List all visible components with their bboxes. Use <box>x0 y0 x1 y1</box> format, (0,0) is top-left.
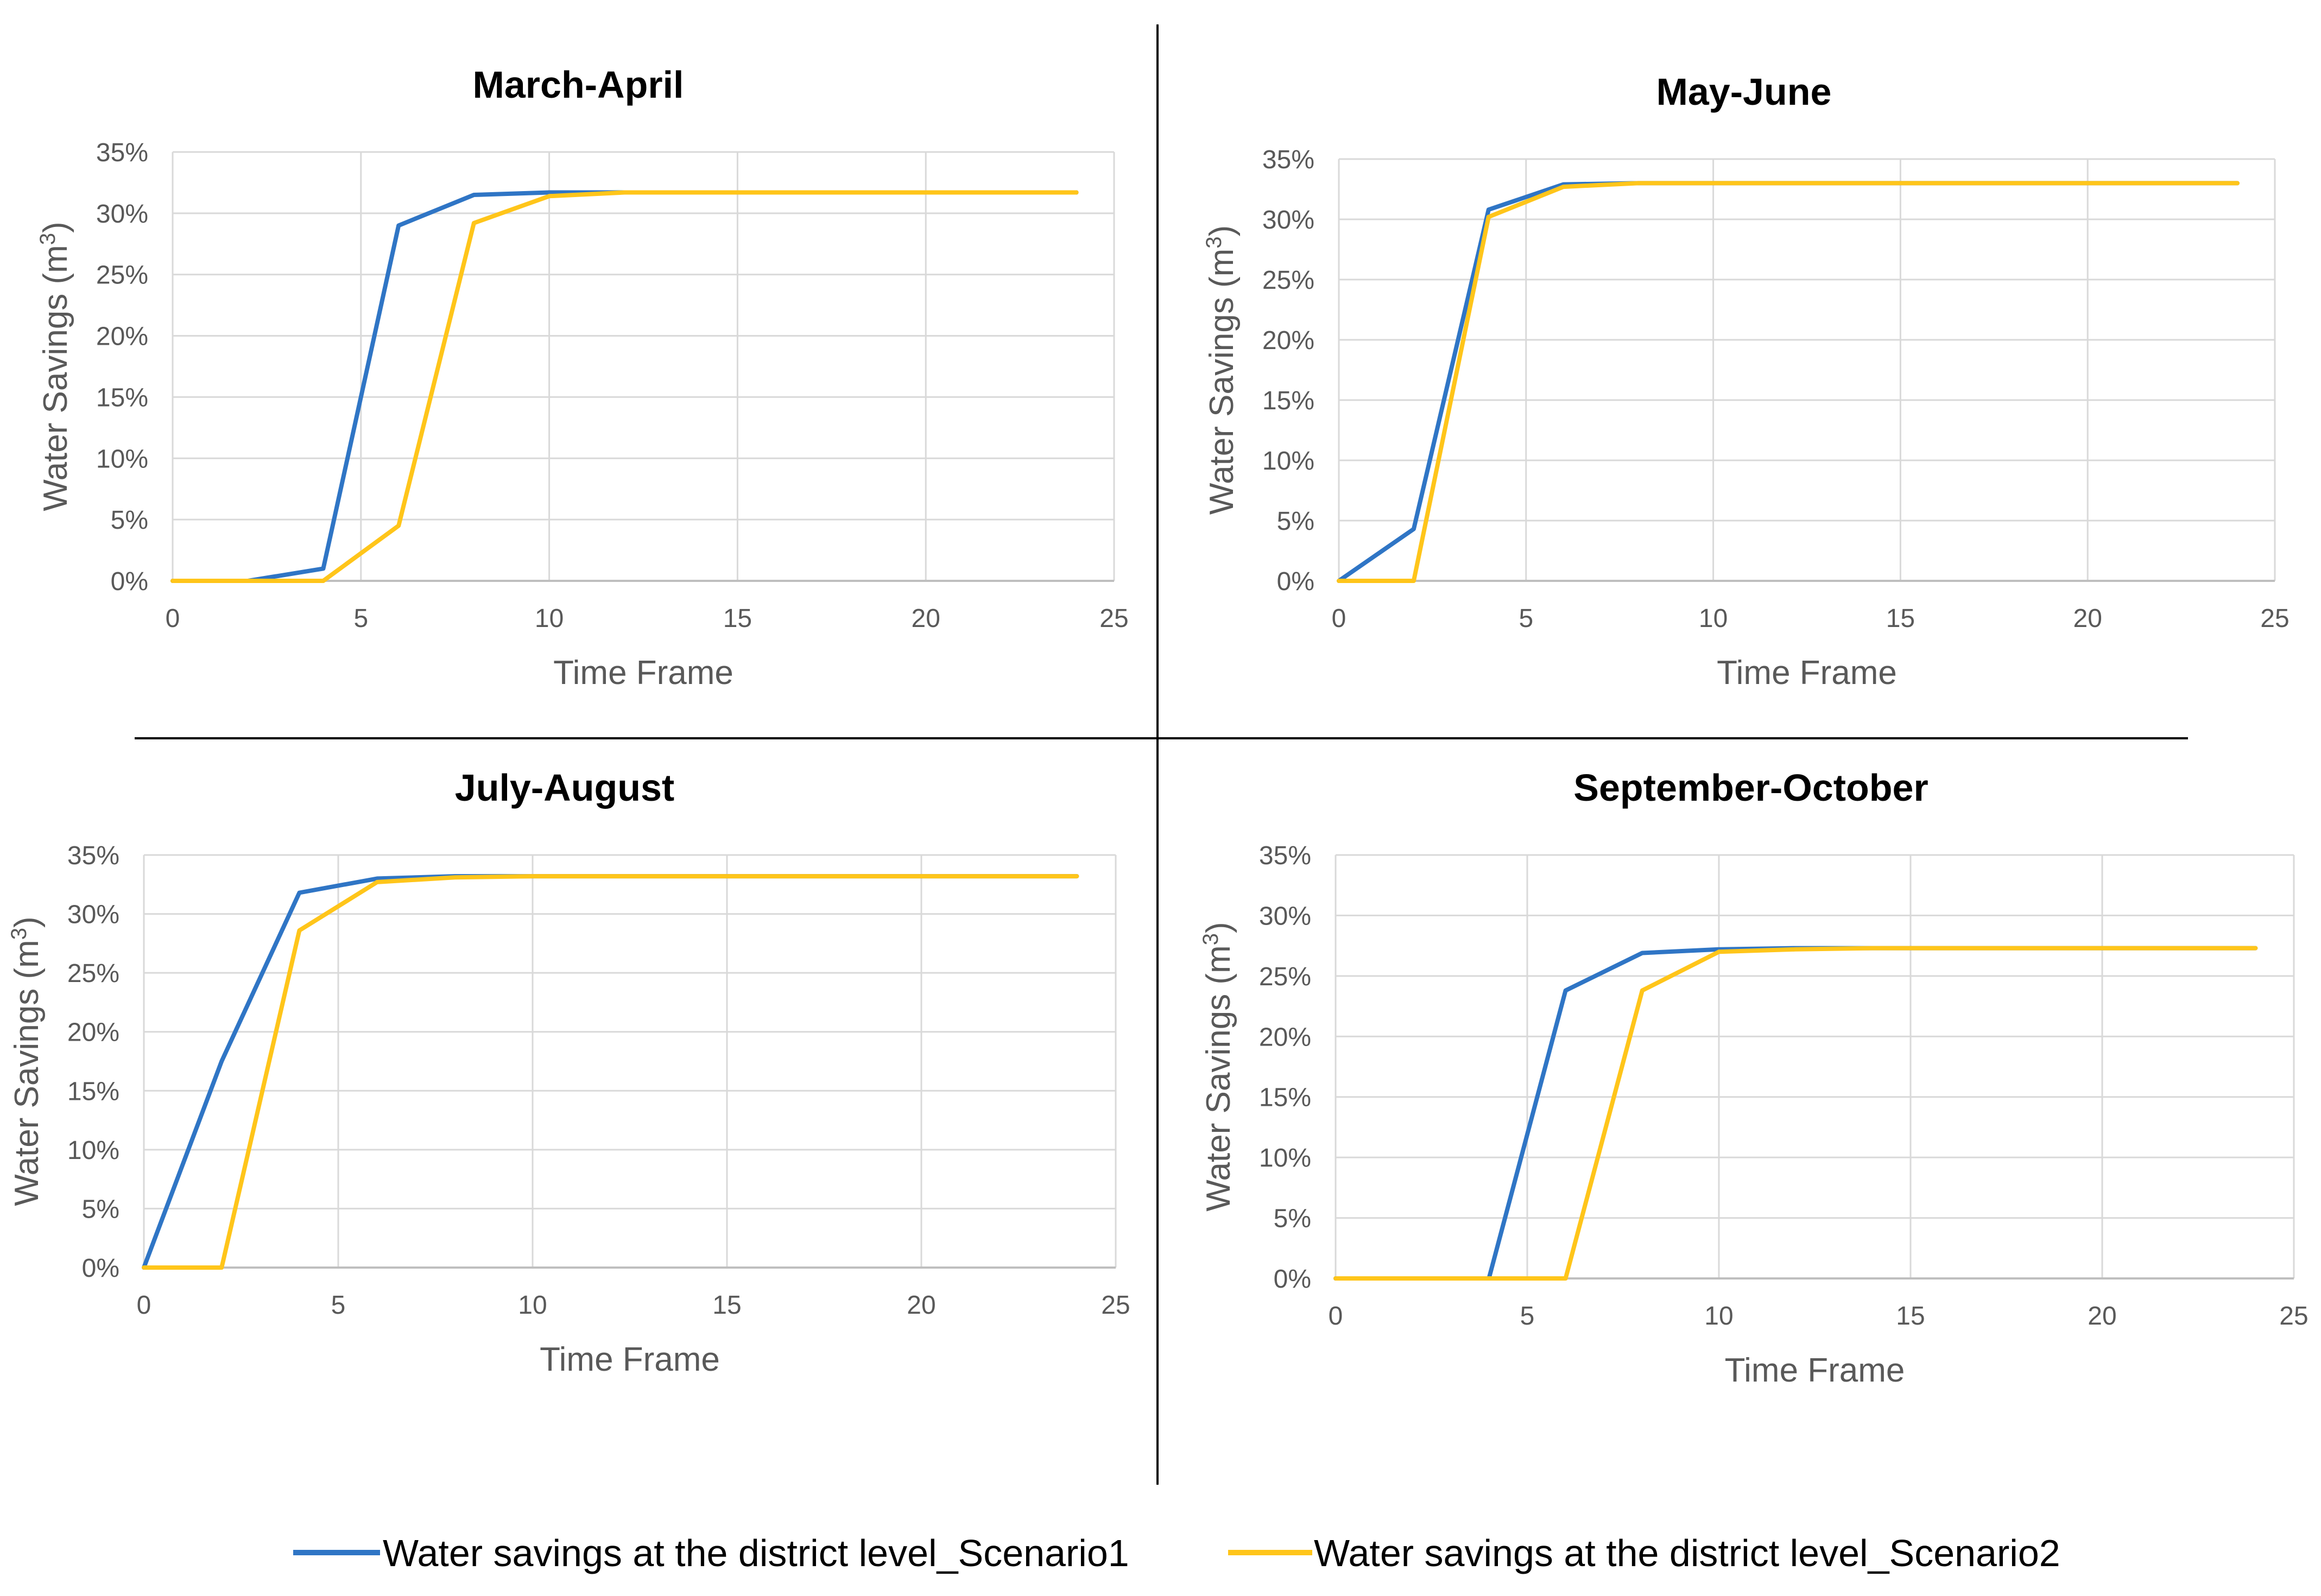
series-line-scenario2 <box>170 190 1079 583</box>
y-tick-label: 35% <box>1259 841 1311 870</box>
x-tick-label: 20 <box>2073 604 2102 633</box>
x-tick-label: 0 <box>137 1291 151 1320</box>
legend-label-scenario2: Water savings at the district level_Scen… <box>1314 1532 2060 1574</box>
x-tick-label: 25 <box>2260 604 2289 633</box>
y-tick-label: 30% <box>67 901 119 929</box>
y-tick-label: 35% <box>67 841 119 870</box>
y-tick-label: 35% <box>96 138 148 167</box>
y-tick-label: 30% <box>1262 206 1314 235</box>
y-axis-label: Water Savings (m3) <box>1202 225 1241 515</box>
x-axis-label: Time Frame <box>540 1341 720 1378</box>
y-axis-label-text: Water Savings (m <box>1200 945 1237 1211</box>
y-tick-label: 30% <box>1259 902 1311 930</box>
y-tick-label: 20% <box>67 1018 119 1047</box>
y-tick-label: 10% <box>1262 447 1314 476</box>
y-tick-label: 20% <box>96 322 148 351</box>
y-tick-label: 15% <box>1262 387 1314 415</box>
y-axis-label: Water Savings (m3) <box>36 221 74 511</box>
y-tick-label: 25% <box>67 959 119 988</box>
series-line-scenario2 <box>1333 946 2258 1281</box>
y-tick-label: 0% <box>1274 1265 1311 1294</box>
chart-title: July-August <box>455 767 674 809</box>
x-tick-label: 0 <box>1332 604 1346 633</box>
y-tick-label: 20% <box>1262 326 1314 355</box>
y-tick-label: 5% <box>111 506 148 535</box>
x-axis-label: Time Frame <box>1725 1352 1905 1389</box>
x-tick-label: 0 <box>166 604 180 633</box>
y-tick-label: 0% <box>1277 567 1314 596</box>
x-tick-label: 0 <box>1329 1302 1343 1331</box>
chart-title: March-April <box>473 64 684 106</box>
y-tick-label: 10% <box>1259 1144 1311 1173</box>
y-axis-label-close: ) <box>37 221 74 233</box>
y-tick-label: 25% <box>1262 266 1314 295</box>
x-axis-label: Time Frame <box>1717 654 1897 692</box>
y-tick-label: 5% <box>1277 507 1314 536</box>
x-tick-label: 5 <box>1519 604 1533 633</box>
y-axis-label: Water Savings (m3) <box>7 916 46 1206</box>
x-tick-label: 15 <box>1886 604 1915 633</box>
y-tick-label: 20% <box>1259 1023 1311 1052</box>
y-tick-label: 15% <box>1259 1084 1311 1112</box>
y-axis-label-superscript: 3 <box>1202 237 1226 249</box>
chart-1: March-April 0 5 10 15 20 25 0% 5% 10% 15% 20% 25% 30%… <box>36 64 1129 692</box>
y-tick-label: 0% <box>111 567 148 596</box>
chart-title: September-October <box>1573 767 1928 809</box>
y-tick-label: 10% <box>96 445 148 473</box>
x-tick-label: 25 <box>1099 604 1128 633</box>
y-tick-label: 25% <box>1259 962 1311 991</box>
y-axis-label-close: ) <box>1203 225 1241 237</box>
chart-4: September-October 0 5 10 15 20 25 0% 5% 10% 15% 20%… <box>1199 767 2309 1389</box>
y-axis-label-superscript: 3 <box>36 233 60 245</box>
x-tick-label: 5 <box>353 604 368 633</box>
legend-label-scenario1: Water savings at the district level_Scen… <box>383 1532 1129 1574</box>
y-tick-label: 0% <box>82 1254 119 1283</box>
y-tick-label: 10% <box>67 1136 119 1165</box>
x-tick-label: 20 <box>912 604 940 633</box>
chart-3: July-August 0 5 10 15 20 25 0% 5% 10% 15% 20% 25% 30%… <box>7 767 1130 1378</box>
y-axis-label-superscript: 3 <box>7 928 31 940</box>
x-tick-label: 5 <box>1520 1302 1535 1331</box>
x-tick-label: 10 <box>1704 1302 1733 1331</box>
y-tick-label: 5% <box>1274 1205 1311 1233</box>
y-tick-label: 15% <box>67 1077 119 1106</box>
x-tick-label: 10 <box>1699 604 1728 633</box>
chart-title: May-June <box>1656 71 1832 113</box>
y-tick-label: 15% <box>96 383 148 412</box>
y-axis-label: Water Savings (m3) <box>1199 922 1237 1211</box>
y-axis-label-text: Water Savings (m <box>37 245 74 511</box>
x-tick-label: 20 <box>2088 1302 2116 1331</box>
series-line-scenario1 <box>1333 946 2258 1281</box>
x-tick-label: 15 <box>712 1291 741 1320</box>
x-tick-label: 5 <box>331 1291 346 1320</box>
chart-2: May-June 0 5 10 15 20 25 0% 5% 10% 15% 20% 25% 30% 35%… <box>1202 71 2290 692</box>
quadrant-dividers <box>135 24 2188 1485</box>
y-tick-label: 5% <box>82 1195 119 1224</box>
series-line-scenario2 <box>1337 181 2240 583</box>
y-axis-label-close: ) <box>1200 922 1237 933</box>
y-tick-label: 35% <box>1262 145 1314 174</box>
y-axis-label-text: Water Savings (m <box>8 940 46 1206</box>
x-tick-label: 15 <box>723 604 752 633</box>
x-axis-label: Time Frame <box>553 654 733 692</box>
series-line-scenario1 <box>170 190 1079 583</box>
x-tick-label: 15 <box>1896 1302 1925 1331</box>
x-tick-label: 25 <box>2279 1302 2308 1331</box>
x-tick-label: 10 <box>518 1291 547 1320</box>
y-axis-label-close: ) <box>8 916 46 928</box>
y-tick-label: 30% <box>96 200 148 229</box>
y-axis-label-superscript: 3 <box>1199 933 1223 945</box>
x-tick-label: 25 <box>1101 1291 1130 1320</box>
legend: Water savings at the district level_Scen… <box>293 1532 2060 1574</box>
x-tick-label: 20 <box>907 1291 935 1320</box>
series-line-scenario2 <box>142 874 1079 1270</box>
y-tick-label: 25% <box>96 261 148 290</box>
x-tick-label: 10 <box>535 604 564 633</box>
y-axis-label-text: Water Savings (m <box>1203 249 1241 515</box>
